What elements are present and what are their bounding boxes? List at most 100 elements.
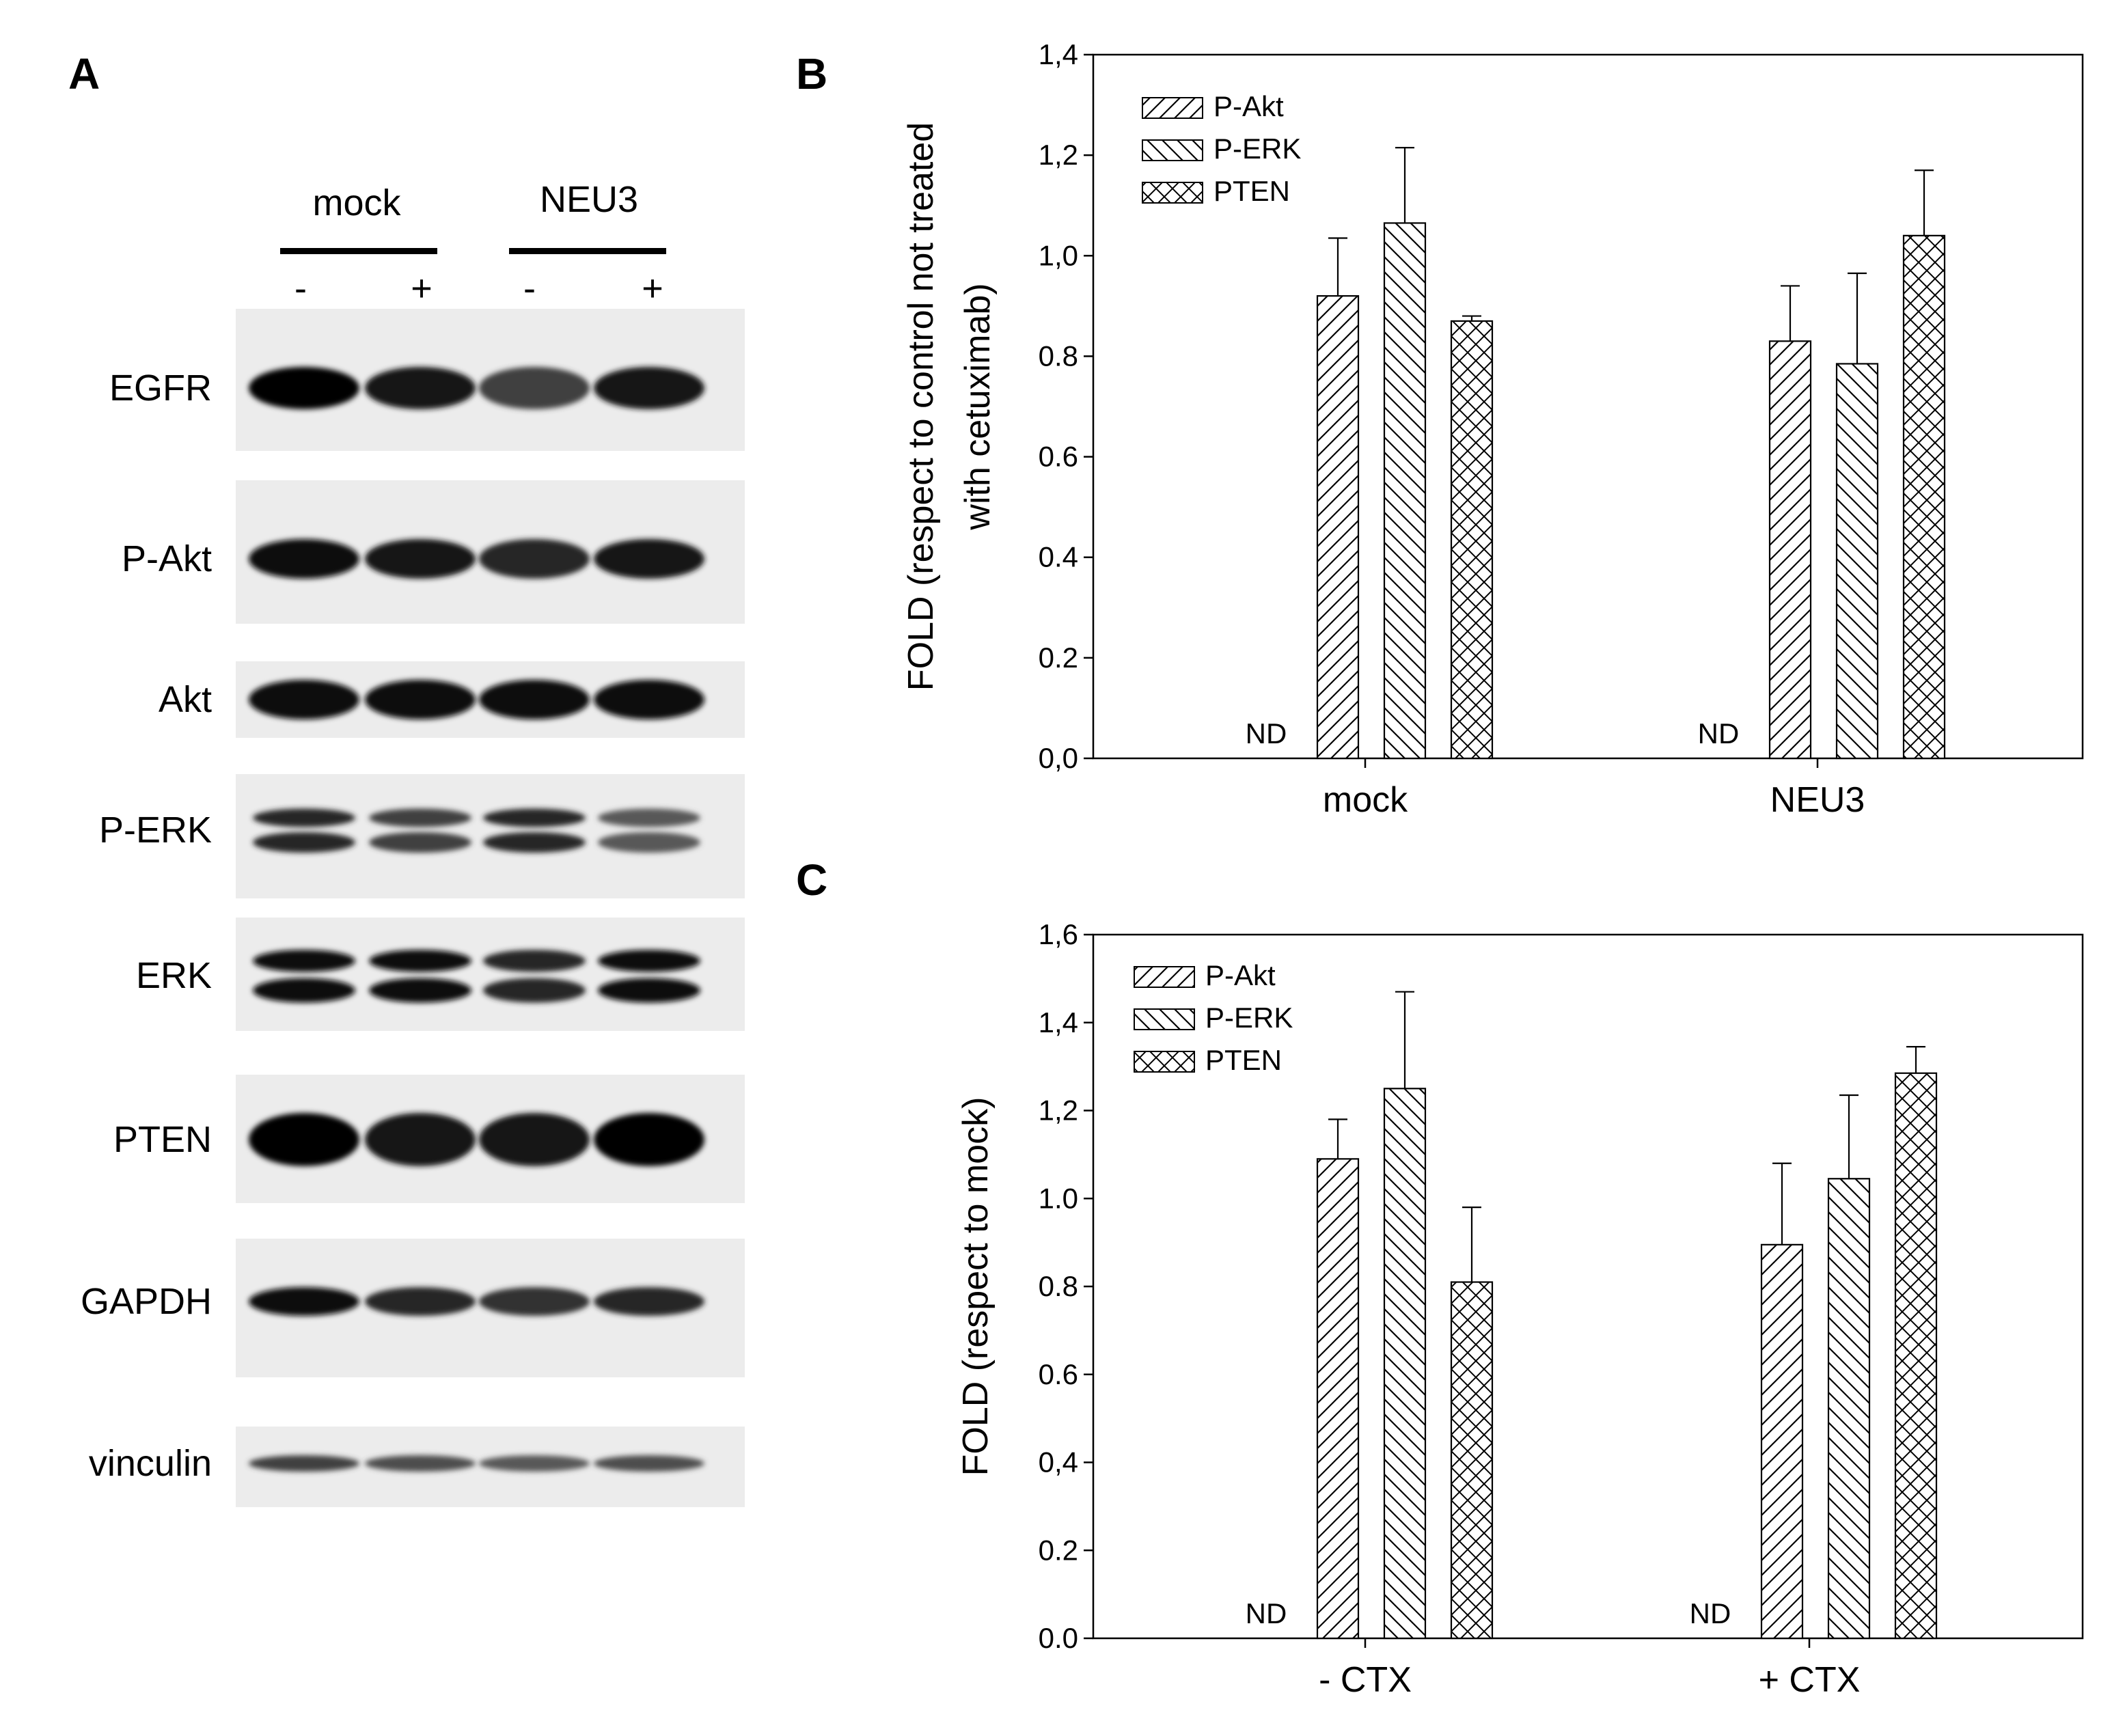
group-label-mock: mock [312, 182, 401, 223]
x-category-label: - CTX [1319, 1660, 1412, 1700]
blot-band [479, 367, 590, 409]
blot-band [365, 1455, 476, 1472]
y-axis-title-line2: with cetuximab) [958, 283, 998, 530]
blot-band [253, 832, 355, 853]
blot-row-label: ERK [136, 955, 212, 996]
legend-entry: P-Akt [1213, 90, 1284, 122]
blot-band [253, 950, 355, 972]
blot-band [479, 680, 590, 719]
blot-row: ERK [136, 918, 745, 1031]
legend-swatch [1142, 97, 1203, 119]
blot-band [253, 978, 355, 1003]
chart-panel-c: 0.0 0.2 0,4 0.6 0.8 1.0 1,2 1,4 1,6 FOLD (respect… [956, 918, 2084, 1700]
y-tick-label: 0.6 [1039, 1358, 1078, 1390]
blot-row-label: P-Akt [122, 538, 212, 579]
legend-entry: P-Akt [1205, 959, 1276, 991]
y-tick-label: 1,6 [1039, 918, 1078, 950]
blot-band [249, 539, 359, 579]
y-tick-label: 0.8 [1039, 1270, 1078, 1302]
y-tick-label: 0.8 [1039, 340, 1078, 372]
blot-band [369, 950, 471, 972]
y-tick-label: 0.2 [1039, 1534, 1078, 1566]
blot-band [365, 539, 476, 579]
bar [1902, 234, 1946, 760]
x-category-label: NEU3 [1770, 780, 1865, 820]
group-bar-mock [280, 248, 437, 254]
x-category-label: mock [1323, 780, 1408, 820]
blot-row-label: PTEN [113, 1119, 212, 1160]
blot-band [249, 1455, 359, 1472]
legend-entry: P-ERK [1213, 133, 1301, 165]
blot-band [365, 1113, 476, 1166]
blot-band [598, 808, 700, 827]
blot-band [483, 950, 586, 972]
blot-band [365, 1287, 476, 1316]
treatment-label: - [523, 268, 536, 309]
bar [1450, 320, 1494, 760]
treatment-label: - [294, 268, 307, 309]
blot-band [369, 832, 471, 853]
nd-annotation: ND [1246, 717, 1287, 749]
blot-band [365, 680, 476, 719]
treatment-label: + [411, 268, 433, 309]
western-blot-panel: mock NEU3 - + - + EGFR P-Akt Akt P-ERK ERK PT… [81, 179, 745, 1507]
blot-band [249, 1287, 359, 1316]
blot-band [479, 1455, 590, 1472]
blot-band [483, 978, 586, 1003]
y-tick-label: 1,4 [1039, 1006, 1078, 1038]
y-tick-label: 0.4 [1039, 541, 1078, 573]
legend-swatch [1134, 1008, 1195, 1030]
blot-band [594, 367, 704, 409]
bar [1827, 1178, 1871, 1640]
blot-band [594, 1287, 704, 1316]
y-tick-label: 1,2 [1039, 1094, 1078, 1127]
blot-band [479, 1113, 590, 1166]
blot-band [594, 680, 704, 719]
bar [1760, 1243, 1804, 1640]
panel-letter-c: C [796, 855, 827, 905]
blot-band [594, 1113, 704, 1166]
blot-band [598, 950, 700, 972]
blot-band [249, 680, 359, 719]
blot-membrane [236, 918, 745, 1031]
blot-band [598, 832, 700, 853]
y-tick-label: 1.0 [1039, 1182, 1078, 1214]
nd-annotation: ND [1690, 1597, 1731, 1629]
blot-row: GAPDH [81, 1239, 745, 1377]
legend-entry: PTEN [1205, 1044, 1282, 1076]
bar [1316, 1158, 1360, 1640]
bar [1894, 1072, 1938, 1640]
blot-row: EGFR [109, 309, 745, 451]
blot-band [253, 808, 355, 827]
y-tick-label: 0,0 [1039, 742, 1078, 774]
blot-band [479, 539, 590, 579]
blot-row-label: Akt [159, 679, 212, 720]
blot-row: vinculin [89, 1427, 745, 1507]
legend-swatch [1142, 182, 1203, 204]
blot-band [483, 808, 586, 827]
blot-band [365, 367, 476, 409]
blot-row-label: vinculin [89, 1443, 212, 1484]
legend-entry: P-ERK [1205, 1002, 1293, 1034]
blot-row: P-ERK [99, 774, 745, 898]
blot-band [483, 832, 586, 853]
blot-row-label: P-ERK [99, 810, 212, 851]
bar [1316, 295, 1360, 760]
blot-row: PTEN [113, 1075, 745, 1203]
legend-entry: PTEN [1213, 175, 1290, 207]
y-tick-label: 1,2 [1039, 139, 1078, 171]
panel-letter-b: B [796, 49, 827, 98]
legend-swatch [1134, 966, 1195, 988]
legend-swatch [1142, 139, 1203, 161]
plot-frame [1092, 53, 2084, 760]
group-label-neu3: NEU3 [540, 179, 638, 220]
bar [1383, 1088, 1427, 1640]
bar [1450, 1281, 1494, 1640]
bar [1383, 222, 1427, 760]
y-tick-label: 0.6 [1039, 441, 1078, 473]
bar [1768, 340, 1812, 760]
blot-band [598, 978, 700, 1003]
y-tick-label: 0.0 [1039, 1622, 1078, 1654]
blot-band [369, 978, 471, 1003]
